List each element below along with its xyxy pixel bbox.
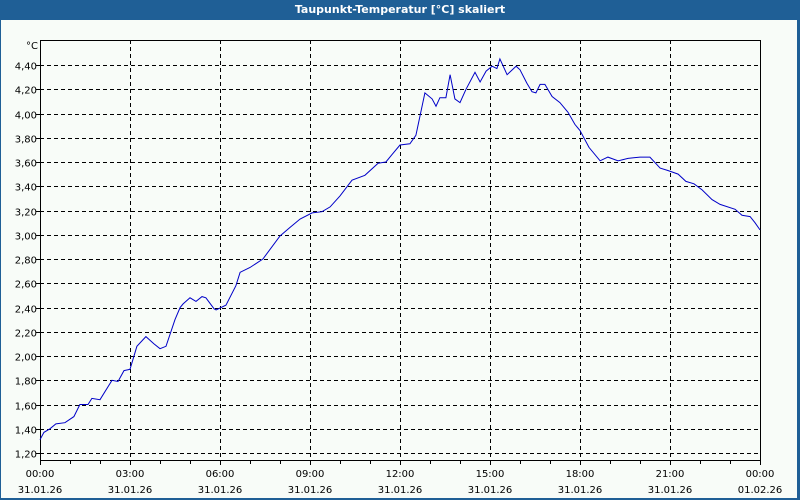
x-tick-date-label: 31.01.26 [378,485,423,496]
y-tick-label: 2,60 [15,280,37,291]
y-tick-label: 3,40 [15,183,37,194]
y-tick-label: 2,00 [15,353,37,364]
y-tick-label: 4,00 [15,111,37,122]
y-tick-label: 3,00 [15,232,37,243]
x-tick-time-label: 09:00 [296,469,325,480]
y-tick-label: 4,40 [15,62,37,73]
x-axis: 00:00 31.01.26 03:00 31.01.26 06:00 31.01.26 0… [18,460,783,496]
plot-area-frame [40,40,761,461]
y-axis-unit-label: °C [26,41,38,52]
x-tick-time-label: 03:00 [116,469,145,480]
x-tick-date-label: 31.01.26 [558,485,603,496]
y-tick-label: 2,80 [15,256,37,267]
y-tick-label: 1,80 [15,377,37,388]
chart-title: Taupunkt-Temperatur [°C] skaliert [0,0,800,20]
x-tick-time-label: 00:00 [746,469,775,480]
x-tick-time-label: 21:00 [656,469,685,480]
y-tick-label: 1,20 [15,450,37,461]
y-tick-label: 2,20 [15,329,37,340]
x-tick-time-label: 00:00 [26,469,55,480]
x-tick-time-label: 06:00 [206,469,235,480]
y-tick-label: 3,60 [15,159,37,170]
x-tick-date-label: 31.01.26 [468,485,513,496]
x-tick-date-label: 31.01.26 [648,485,693,496]
x-tick-date-label: 31.01.26 [18,485,63,496]
x-tick-time-label: 18:00 [566,469,595,480]
y-tick-label: 2,40 [15,305,37,316]
x-tick-date-label: 31.01.26 [198,485,243,496]
x-tick-time-label: 12:00 [386,469,415,480]
y-tick-label: 3,20 [15,208,37,219]
y-tick-label: 4,20 [15,86,37,97]
grid-lines [40,40,760,460]
y-tick-label: 1,60 [15,402,37,413]
chart-window: 1,20 1,40 1,60 1,80 2,00 2,20 2,40 2,60 2,80 3,00… [1,20,797,498]
y-tick-label: 1,40 [15,426,37,437]
y-tick-label: 3,80 [15,135,37,146]
x-tick-date-label: 01.02.26 [738,485,783,496]
x-tick-date-label: 31.01.26 [108,485,153,496]
y-axis: 1,20 1,40 1,60 1,80 2,00 2,20 2,40 2,60 2,80 3,00… [15,62,40,461]
dewpoint-temperature-line [39,57,761,440]
x-tick-date-label: 31.01.26 [288,485,333,496]
x-tick-time-label: 15:00 [476,469,505,480]
line-chart: 1,20 1,40 1,60 1,80 2,00 2,20 2,40 2,60 2,80 3,00… [15,40,783,496]
